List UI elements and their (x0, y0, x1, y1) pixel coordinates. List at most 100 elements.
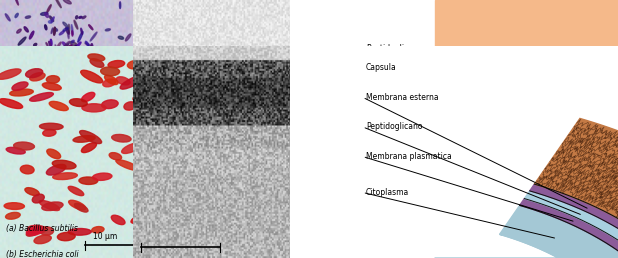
Ellipse shape (82, 143, 96, 152)
Ellipse shape (91, 227, 104, 233)
Ellipse shape (71, 85, 75, 91)
Ellipse shape (74, 77, 77, 82)
Ellipse shape (55, 88, 56, 92)
Ellipse shape (47, 128, 49, 135)
Ellipse shape (96, 128, 99, 134)
Ellipse shape (77, 71, 79, 78)
Ellipse shape (70, 64, 73, 70)
Ellipse shape (56, 132, 59, 138)
Ellipse shape (51, 103, 56, 108)
Ellipse shape (24, 116, 30, 120)
Ellipse shape (64, 98, 67, 101)
Ellipse shape (116, 80, 118, 87)
Ellipse shape (34, 103, 41, 108)
Ellipse shape (50, 116, 53, 119)
Ellipse shape (58, 156, 64, 160)
Ellipse shape (50, 89, 54, 91)
Ellipse shape (66, 125, 69, 129)
Ellipse shape (73, 76, 76, 81)
Ellipse shape (64, 51, 67, 54)
Text: (a) Bacillus subtilis: (a) Bacillus subtilis (6, 224, 78, 233)
Ellipse shape (33, 91, 36, 99)
Ellipse shape (66, 45, 72, 48)
Ellipse shape (65, 79, 67, 88)
Ellipse shape (40, 71, 44, 74)
Ellipse shape (33, 111, 37, 119)
Ellipse shape (70, 97, 72, 103)
Ellipse shape (36, 91, 39, 99)
Ellipse shape (70, 70, 72, 76)
Ellipse shape (55, 137, 58, 141)
Ellipse shape (61, 89, 64, 92)
Ellipse shape (59, 80, 66, 84)
Ellipse shape (20, 53, 22, 57)
Ellipse shape (85, 41, 89, 46)
Ellipse shape (79, 163, 83, 167)
Ellipse shape (63, 148, 64, 154)
Ellipse shape (57, 89, 59, 93)
Ellipse shape (98, 107, 100, 115)
Ellipse shape (112, 98, 114, 109)
Ellipse shape (50, 83, 56, 86)
Polygon shape (530, 184, 618, 258)
Ellipse shape (54, 147, 56, 154)
Ellipse shape (77, 86, 80, 95)
Ellipse shape (84, 122, 86, 125)
Ellipse shape (108, 100, 110, 109)
Ellipse shape (101, 67, 119, 76)
Ellipse shape (104, 110, 108, 113)
Ellipse shape (53, 160, 76, 169)
Ellipse shape (55, 94, 57, 100)
Ellipse shape (90, 110, 95, 114)
Ellipse shape (118, 59, 121, 65)
Ellipse shape (47, 5, 51, 13)
Ellipse shape (109, 70, 111, 80)
Ellipse shape (59, 31, 64, 35)
Ellipse shape (54, 123, 57, 132)
Ellipse shape (96, 63, 99, 68)
Ellipse shape (104, 156, 107, 160)
Ellipse shape (87, 63, 93, 66)
Ellipse shape (53, 89, 54, 96)
Ellipse shape (46, 109, 50, 111)
Ellipse shape (77, 109, 78, 119)
Ellipse shape (27, 131, 30, 134)
Ellipse shape (117, 122, 122, 132)
Ellipse shape (36, 113, 39, 122)
Ellipse shape (71, 94, 75, 102)
Ellipse shape (48, 69, 54, 71)
Ellipse shape (130, 153, 133, 158)
Ellipse shape (109, 152, 122, 160)
Ellipse shape (49, 41, 51, 47)
Ellipse shape (56, 126, 59, 135)
Ellipse shape (15, 13, 19, 18)
Ellipse shape (54, 79, 59, 90)
Ellipse shape (28, 126, 32, 129)
Ellipse shape (73, 79, 75, 86)
Ellipse shape (54, 93, 58, 98)
Polygon shape (520, 199, 618, 258)
Ellipse shape (59, 112, 62, 122)
Ellipse shape (56, 59, 57, 67)
Ellipse shape (116, 160, 140, 171)
Bar (434, 80, 618, 132)
Ellipse shape (104, 75, 118, 85)
Ellipse shape (47, 106, 53, 109)
Ellipse shape (43, 81, 46, 84)
Ellipse shape (56, 123, 59, 129)
Ellipse shape (64, 95, 71, 97)
Ellipse shape (51, 165, 61, 171)
Ellipse shape (83, 114, 88, 119)
Text: Citoplasma: Citoplasma (366, 106, 409, 115)
Ellipse shape (20, 99, 23, 104)
Ellipse shape (4, 203, 25, 209)
Ellipse shape (40, 128, 41, 139)
Ellipse shape (22, 128, 25, 132)
Text: Membrana esterna: Membrana esterna (366, 93, 438, 102)
Ellipse shape (138, 74, 143, 78)
Ellipse shape (68, 102, 72, 103)
Ellipse shape (78, 100, 80, 109)
Ellipse shape (17, 29, 21, 33)
Ellipse shape (67, 93, 69, 100)
Ellipse shape (67, 63, 70, 72)
